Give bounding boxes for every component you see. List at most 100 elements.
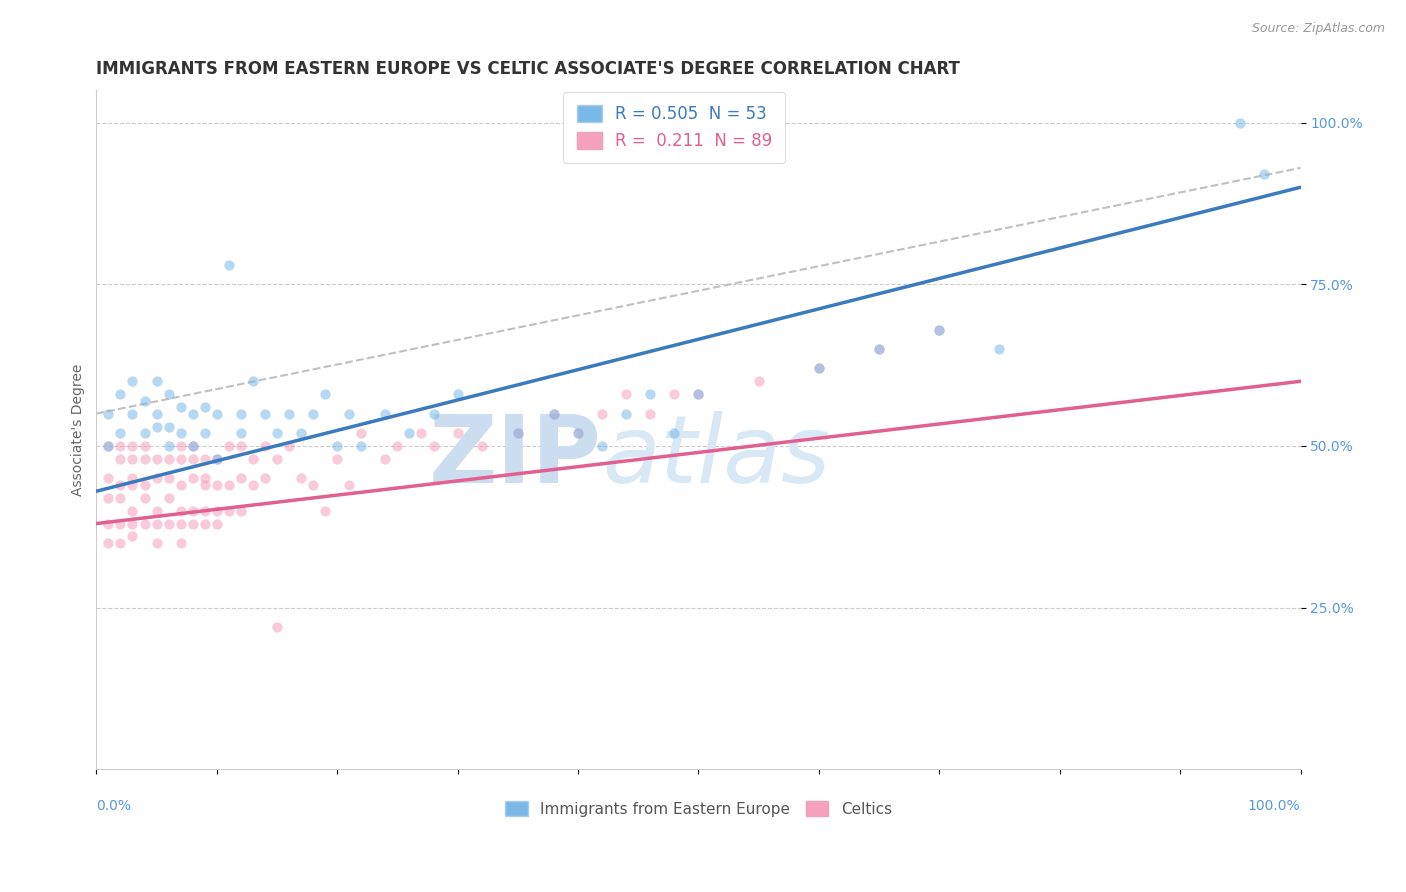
Point — [145, 471, 167, 485]
Text: IMMIGRANTS FROM EASTERN EUROPE VS CELTIC ASSOCIATE'S DEGREE CORRELATION CHART: IMMIGRANTS FROM EASTERN EUROPE VS CELTIC… — [97, 60, 960, 78]
Point — [614, 407, 637, 421]
Point — [446, 425, 468, 440]
Point — [134, 491, 156, 505]
Point — [194, 451, 217, 466]
Point — [314, 387, 336, 401]
Point — [157, 516, 180, 531]
Point — [194, 471, 217, 485]
Point — [110, 387, 132, 401]
Point — [205, 477, 228, 491]
Point — [266, 620, 288, 634]
Point — [110, 536, 132, 550]
Point — [110, 491, 132, 505]
Text: Source: ZipAtlas.com: Source: ZipAtlas.com — [1251, 22, 1385, 36]
Point — [229, 503, 252, 517]
Point — [868, 342, 890, 356]
Point — [422, 407, 444, 421]
Point — [471, 439, 494, 453]
Point — [543, 407, 565, 421]
Point — [181, 516, 204, 531]
Point — [157, 491, 180, 505]
Legend: Immigrants from Eastern Europe, Celtics: Immigrants from Eastern Europe, Celtics — [499, 795, 898, 822]
Text: 100.0%: 100.0% — [1249, 799, 1301, 813]
Point — [169, 516, 191, 531]
Point — [229, 471, 252, 485]
Point — [121, 407, 143, 421]
Point — [181, 451, 204, 466]
Point — [169, 400, 191, 414]
Point — [121, 471, 143, 485]
Point — [242, 374, 264, 388]
Point — [181, 503, 204, 517]
Point — [169, 477, 191, 491]
Point — [1253, 167, 1275, 181]
Point — [290, 425, 312, 440]
Point — [1229, 115, 1251, 129]
Point — [194, 477, 217, 491]
Point — [326, 451, 349, 466]
Point — [638, 387, 661, 401]
Point — [145, 374, 167, 388]
Point — [145, 451, 167, 466]
Point — [591, 407, 613, 421]
Point — [350, 439, 373, 453]
Point — [506, 425, 529, 440]
Point — [591, 439, 613, 453]
Point — [134, 516, 156, 531]
Point — [110, 451, 132, 466]
Point — [374, 407, 396, 421]
Point — [398, 425, 420, 440]
Point — [157, 387, 180, 401]
Point — [218, 477, 240, 491]
Point — [134, 477, 156, 491]
Point — [97, 491, 120, 505]
Point — [134, 451, 156, 466]
Point — [506, 425, 529, 440]
Point — [205, 451, 228, 466]
Point — [145, 503, 167, 517]
Point — [134, 425, 156, 440]
Point — [446, 387, 468, 401]
Point — [688, 387, 710, 401]
Point — [169, 439, 191, 453]
Point — [205, 407, 228, 421]
Point — [157, 439, 180, 453]
Point — [807, 361, 830, 376]
Point — [229, 425, 252, 440]
Point — [242, 477, 264, 491]
Point — [664, 387, 686, 401]
Point — [157, 451, 180, 466]
Point — [181, 407, 204, 421]
Point — [664, 425, 686, 440]
Point — [169, 536, 191, 550]
Point — [194, 503, 217, 517]
Point — [218, 503, 240, 517]
Point — [638, 407, 661, 421]
Point — [253, 439, 276, 453]
Point — [157, 419, 180, 434]
Point — [97, 516, 120, 531]
Point — [266, 425, 288, 440]
Point — [205, 451, 228, 466]
Point — [337, 407, 360, 421]
Point — [194, 425, 217, 440]
Point — [374, 451, 396, 466]
Point — [567, 425, 589, 440]
Point — [326, 439, 349, 453]
Point — [121, 439, 143, 453]
Point — [748, 374, 770, 388]
Point — [868, 342, 890, 356]
Point — [97, 471, 120, 485]
Point — [110, 477, 132, 491]
Point — [97, 536, 120, 550]
Point — [302, 407, 325, 421]
Point — [290, 471, 312, 485]
Point — [253, 407, 276, 421]
Point — [988, 342, 1011, 356]
Point — [278, 439, 301, 453]
Point — [807, 361, 830, 376]
Point — [110, 439, 132, 453]
Point — [97, 407, 120, 421]
Point — [134, 393, 156, 408]
Point — [145, 516, 167, 531]
